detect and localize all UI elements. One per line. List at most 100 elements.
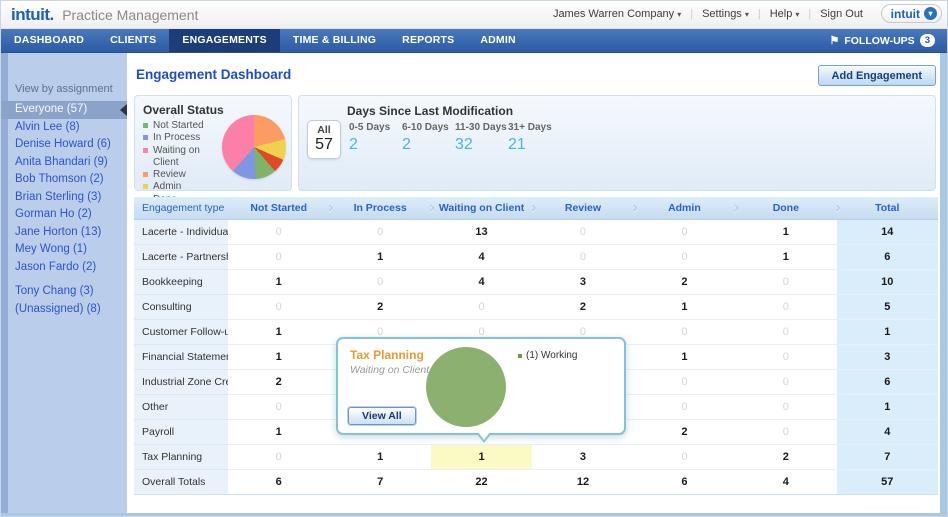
days-bucket[interactable]: 6-10 Days 2 [402,122,455,154]
table-cell[interactable]: 13 [430,219,533,245]
table-cell[interactable]: 1 [633,294,736,320]
table-cell[interactable]: 6 [633,469,736,495]
table-cell[interactable]: 1 [836,319,938,345]
column-header[interactable]: In Process › [329,197,435,220]
help-menu[interactable]: Help ▾ [770,8,800,20]
table-cell[interactable]: 6 [228,469,330,495]
table-cell[interactable]: 0 [735,294,837,320]
add-engagement-button[interactable]: Add Engagement [817,65,936,86]
table-cell[interactable]: 0 [633,219,736,245]
table-cell[interactable]: 0 [532,244,634,270]
view-all-button[interactable]: View All [348,407,416,425]
assignment-filter-item[interactable]: Jason Fardo (2) [1,259,127,277]
settings-menu[interactable]: Settings ▾ [702,8,749,20]
table-cell[interactable]: 2 [633,269,736,295]
assignment-filter-item[interactable]: Tony Chang (3) [1,283,127,301]
table-cell[interactable]: 2 [532,294,634,320]
column-header[interactable]: Total [836,197,938,220]
table-cell[interactable]: 4 [836,419,938,445]
table-cell[interactable]: 0 [430,294,533,320]
overall-status-pie-chart[interactable] [222,115,286,179]
tooltip-pie-chart[interactable] [426,347,506,427]
company-menu[interactable]: James Warren Company ▾ [553,8,681,20]
assignment-filter-item[interactable]: Brian Sterling (3) [1,189,127,207]
table-cell[interactable]: 3 [532,269,634,295]
table-cell[interactable]: 0 [532,219,634,245]
table-cell[interactable]: 0 [228,444,330,470]
days-bucket[interactable]: 0-5 Days 2 [349,122,402,154]
table-cell[interactable]: 14 [836,219,938,245]
table-cell[interactable]: 1 [633,344,736,370]
table-cell[interactable]: 1 [228,344,330,370]
table-cell[interactable]: 1 [836,394,938,420]
days-bucket[interactable]: 31+ Days 21 [508,122,561,154]
table-cell[interactable]: 4 [430,244,533,270]
table-cell[interactable]: 2 [633,419,736,445]
table-cell[interactable]: 0 [735,319,837,345]
table-cell[interactable]: 22 [430,469,533,495]
assignment-filter-item[interactable]: Anita Bhandari (9) [1,154,127,172]
table-cell[interactable]: 0 [633,369,736,395]
table-cell[interactable]: 0 [633,444,736,470]
table-cell[interactable]: 0 [633,244,736,270]
nav-tab[interactable]: ENGAGEMENTS [169,29,280,52]
nav-tab[interactable]: ADMIN [480,34,516,46]
table-cell[interactable]: 0 [329,219,431,245]
all-filter-card[interactable]: All 57 [307,120,341,159]
table-cell[interactable]: 0 [633,394,736,420]
table-cell[interactable]: 0 [329,269,431,295]
table-cell[interactable]: 1 [228,419,330,445]
table-cell[interactable]: 0 [735,269,837,295]
sign-out-link[interactable]: Sign Out [820,8,863,20]
table-cell[interactable]: 2 [228,369,330,395]
column-header[interactable]: Done › [735,197,841,220]
table-cell[interactable]: 10 [836,269,938,295]
table-cell[interactable]: 6 [836,369,938,395]
table-cell[interactable]: 1 [430,444,533,470]
table-cell[interactable]: 3 [836,344,938,370]
table-cell[interactable]: 0 [228,244,330,270]
table-cell[interactable]: 12 [532,469,634,495]
table-cell[interactable]: 2 [329,294,431,320]
table-cell[interactable]: 0 [228,219,330,245]
assignment-filter-item[interactable]: Denise Howard (6) [1,136,127,154]
assignment-filter-item[interactable]: Jane Horton (13) [1,224,127,242]
follow-ups-button[interactable]: ⚑ FOLLOW-UPS 3 [829,29,947,52]
table-cell[interactable]: 1 [228,269,330,295]
assignment-filter-item[interactable]: Everyone (57) [1,101,127,119]
column-header[interactable]: Admin › [633,197,739,220]
assignment-filter-item[interactable]: (Unassigned) (8) [1,301,127,319]
table-cell[interactable]: 1 [735,244,837,270]
table-cell[interactable]: 0 [735,419,837,445]
table-cell[interactable]: 5 [836,294,938,320]
assignment-filter-item[interactable]: Bob Thomson (2) [1,171,127,189]
nav-tab[interactable]: TIME & BILLING [292,34,377,46]
table-cell[interactable]: 0 [633,319,736,345]
assignment-filter-item[interactable]: Alvin Lee (8) [1,119,127,137]
table-cell[interactable]: 57 [836,469,938,495]
table-cell[interactable]: 0 [735,369,837,395]
table-cell[interactable]: 2 [735,444,837,470]
table-cell[interactable]: 0 [735,344,837,370]
table-cell[interactable]: 0 [228,294,330,320]
table-cell[interactable]: 4 [430,269,533,295]
table-cell[interactable]: 1 [228,319,330,345]
table-cell[interactable]: 1 [329,244,431,270]
column-header[interactable]: Not Started › [228,197,333,220]
assignment-filter-item[interactable]: Gorman Ho (2) [1,206,127,224]
assignment-filter-item[interactable]: Mey Wong (1) [1,241,127,259]
intuit-account-badge[interactable]: intuit ▾ [880,4,942,23]
table-cell[interactable]: 0 [228,394,330,420]
column-header[interactable]: Waiting on Client › [430,197,536,220]
table-cell[interactable]: 7 [329,469,431,495]
table-cell[interactable]: 6 [836,244,938,270]
table-cell[interactable]: 1 [329,444,431,470]
nav-tab[interactable]: REPORTS [402,34,455,46]
table-cell[interactable]: 1 [735,219,837,245]
table-cell[interactable]: 7 [836,444,938,470]
nav-tab[interactable]: DASHBOARD [14,34,85,46]
column-header[interactable]: Review › [532,197,638,220]
table-cell[interactable]: 3 [532,444,634,470]
table-cell[interactable]: 0 [735,394,837,420]
days-bucket[interactable]: 11-30 Days 32 [455,122,508,154]
